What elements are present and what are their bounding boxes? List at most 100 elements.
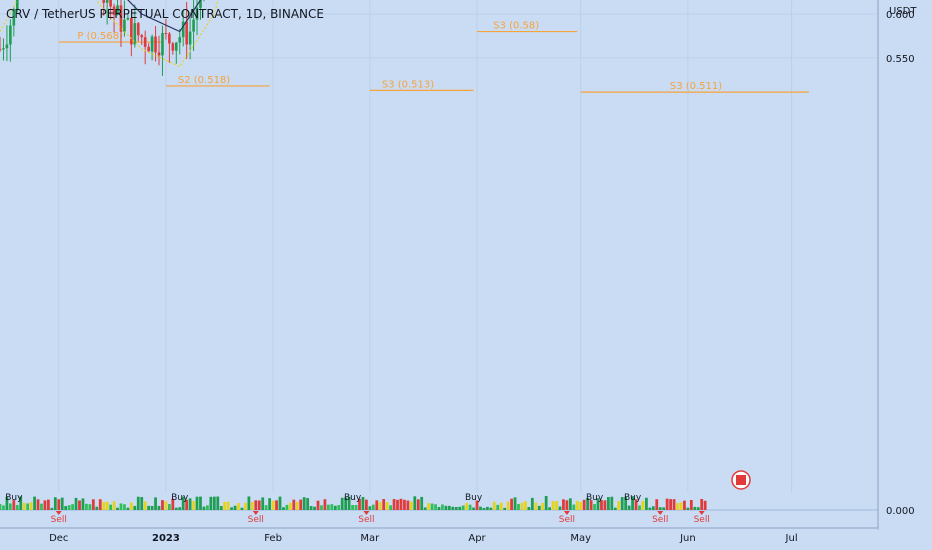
oscillator-bar [645, 497, 648, 510]
oscillator-bar [129, 502, 133, 510]
candle-body [116, 5, 119, 15]
candle-body [168, 33, 171, 44]
oscillator-bar [268, 498, 272, 510]
oscillator-bar [344, 497, 348, 510]
oscillator-bar [8, 503, 12, 510]
oscillator-bar [216, 496, 220, 510]
oscillator-bar [309, 506, 313, 510]
oscillator-bar [527, 507, 531, 510]
oscillator-bar [655, 499, 659, 510]
candle-body [123, 19, 126, 32]
y-tick-label: 0.600 [886, 10, 915, 21]
oscillator-bar [188, 498, 192, 510]
oscillator-bar [85, 503, 88, 510]
pivot-label: S3 (0.511) [670, 81, 722, 92]
oscillator-bar [278, 496, 282, 510]
oscillator-bar [638, 505, 641, 510]
oscillator-bar [247, 496, 251, 510]
oscillator-bar [375, 500, 379, 510]
oscillator-bar [192, 500, 195, 510]
oscillator-bar [313, 506, 316, 510]
oscillator-bar [641, 500, 645, 510]
oscillator-bar [140, 497, 144, 510]
oscillator-bar [555, 500, 558, 510]
oscillator-bar [223, 502, 227, 510]
oscillator-bar [686, 507, 690, 510]
candle-body [105, 0, 109, 3]
candle-body [119, 5, 123, 32]
oscillator-bar [43, 500, 47, 510]
oscillator-bar [271, 500, 275, 510]
oscillator-bar [596, 498, 600, 510]
oscillator-bar [174, 507, 178, 510]
oscillator-bar [458, 506, 462, 510]
calendar-icon-glyph [736, 475, 746, 485]
candle-body [140, 35, 144, 38]
oscillator-bar [147, 505, 151, 510]
x-tick-label: Mar [360, 533, 380, 544]
oscillator-bar [358, 498, 361, 510]
oscillator-bar [683, 500, 686, 510]
oscillator-bar [282, 507, 285, 510]
candle-body [133, 23, 137, 45]
candle-body [109, 0, 112, 7]
oscillator-bar [185, 499, 189, 510]
oscillator-bar [36, 499, 40, 510]
oscillator-bar [105, 501, 109, 510]
sell-signal-arrow [252, 511, 259, 515]
oscillator-bar [206, 505, 209, 510]
oscillator-bar [489, 507, 493, 510]
oscillator-bar [292, 499, 296, 510]
candle-body [161, 32, 164, 56]
oscillator-bar [19, 496, 23, 510]
sell-signal-arrow [55, 511, 62, 515]
candle-body [130, 17, 133, 45]
oscillator-bar [330, 504, 334, 510]
buy-signal-label: Buy [5, 493, 23, 503]
buy-signal-label: Buy [586, 493, 604, 503]
oscillator-bar [606, 497, 610, 510]
oscillator-bar [98, 499, 102, 510]
oscillator-bar [610, 496, 614, 510]
oscillator-bar [250, 502, 254, 510]
candle-body [171, 43, 175, 51]
pivot-label: S3 (0.58) [493, 21, 539, 32]
candle-body [150, 36, 154, 52]
oscillator-bar [316, 500, 320, 510]
oscillator-bar [672, 499, 676, 510]
oscillator-bar [492, 501, 496, 510]
candle-body [5, 44, 9, 49]
oscillator-bar [181, 496, 185, 510]
oscillator-bar [323, 499, 327, 510]
oscillator-bar [91, 499, 95, 510]
oscillator-bar [230, 507, 233, 510]
x-tick-label: May [570, 533, 591, 544]
oscillator-bar [378, 502, 382, 510]
oscillator-bar [669, 499, 672, 510]
candle-body [181, 21, 185, 38]
oscillator-bar [136, 496, 140, 510]
chart-title: CRV / TetherUS PERPETUAL CONTRACT, 1D, B… [6, 7, 324, 21]
candles [0, 0, 205, 76]
oscillator-bar [40, 503, 43, 510]
oscillator-bar [320, 505, 323, 510]
candle-body [143, 37, 147, 47]
oscillator-bar [351, 505, 354, 510]
oscillator-bar [693, 506, 697, 510]
candle-body [126, 17, 130, 20]
oscillator-bar [22, 502, 26, 510]
time-axis [0, 528, 878, 550]
oscillator-bar [696, 507, 700, 510]
oscillator-bar [244, 502, 247, 510]
candle-body [12, 9, 16, 26]
oscillator-bar [517, 503, 520, 510]
x-tick-label: Jun [679, 533, 696, 544]
oscillator-bar [47, 499, 50, 510]
candle-body [102, 0, 106, 3]
oscillator-bar [178, 507, 182, 510]
oscillator-bar [275, 500, 278, 510]
oscillator-bar [617, 501, 621, 510]
oscillator-bar [409, 501, 413, 510]
